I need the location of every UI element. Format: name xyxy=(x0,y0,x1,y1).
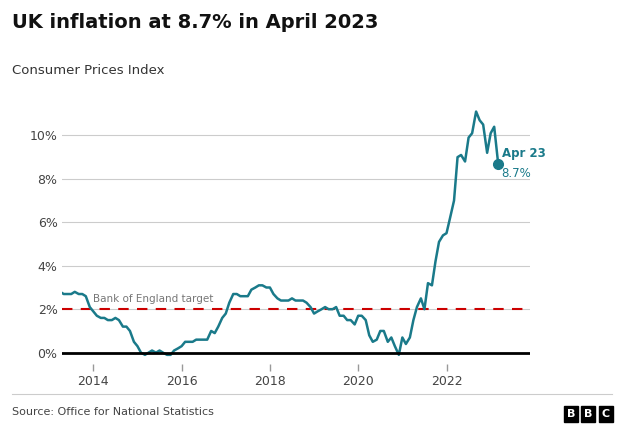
Text: Consumer Prices Index: Consumer Prices Index xyxy=(12,64,165,77)
Text: Bank of England target: Bank of England target xyxy=(94,294,213,304)
Text: C: C xyxy=(602,409,610,419)
Text: B: B xyxy=(584,409,593,419)
Text: 8.7%: 8.7% xyxy=(502,167,532,180)
Text: Source: Office for National Statistics: Source: Office for National Statistics xyxy=(12,407,215,417)
Text: B: B xyxy=(567,409,575,419)
Text: UK inflation at 8.7% in April 2023: UK inflation at 8.7% in April 2023 xyxy=(12,13,379,32)
Text: Apr 23: Apr 23 xyxy=(502,148,545,160)
